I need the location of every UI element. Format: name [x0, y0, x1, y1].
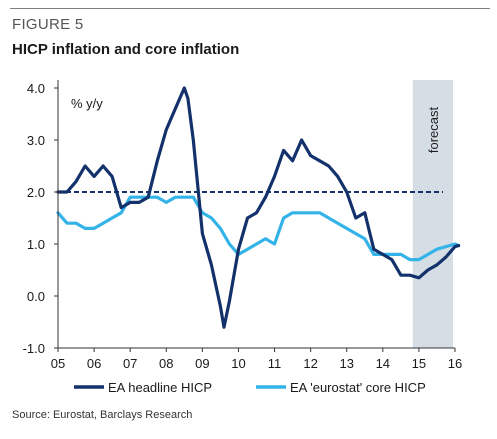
x-tick-label: 08	[159, 356, 173, 371]
x-tick-label: 13	[339, 356, 353, 371]
top-rule	[10, 8, 490, 9]
chart-title: HICP inflation and core inflation	[12, 41, 240, 58]
legend-label-headline-hicp: EA headline HICP	[108, 380, 212, 395]
x-tick-label: 16	[448, 356, 462, 371]
series-line-headline-hicp	[56, 86, 461, 329]
x-ticks: 05 06 07 08 09 10 11 12 13 14 15 16	[51, 348, 462, 371]
legend-label-core-hicp: EA 'eurostat' core HICP	[290, 380, 426, 395]
y-tick-label: 4.0	[27, 81, 45, 96]
legend: EA headline HICP EA 'eurostat' core HICP	[74, 380, 426, 395]
y-tick-label: -1.0	[23, 341, 45, 356]
y-axis-label: % y/y	[71, 96, 103, 111]
figure-label: FIGURE 5	[12, 16, 84, 33]
x-tick-label: 06	[87, 356, 101, 371]
x-tick-label: 09	[195, 356, 209, 371]
x-tick-label: 07	[123, 356, 137, 371]
x-tick-label: 14	[376, 356, 390, 371]
y-tick-label: 3.0	[27, 133, 45, 148]
hicp-line-chart: forecast -1.0 0.0 1.0 2.0 3.0 4.0 05 06 07 08 09 1…	[23, 80, 462, 395]
x-tick-label: 10	[231, 356, 245, 371]
x-tick-label: 15	[412, 356, 426, 371]
forecast-region	[412, 80, 453, 348]
x-tick-label: 05	[51, 356, 65, 371]
forecast-label: forecast	[426, 106, 441, 153]
series-layer	[56, 86, 461, 329]
source-note: Source: Eurostat, Barclays Research	[12, 409, 193, 421]
x-tick-label: 12	[303, 356, 317, 371]
y-ticks: -1.0 0.0 1.0 2.0 3.0 4.0	[23, 81, 58, 356]
x-tick-label: 11	[268, 356, 282, 371]
y-tick-label: 2.0	[27, 185, 45, 200]
y-tick-label: 0.0	[27, 289, 45, 304]
y-tick-label: 1.0	[27, 237, 45, 252]
